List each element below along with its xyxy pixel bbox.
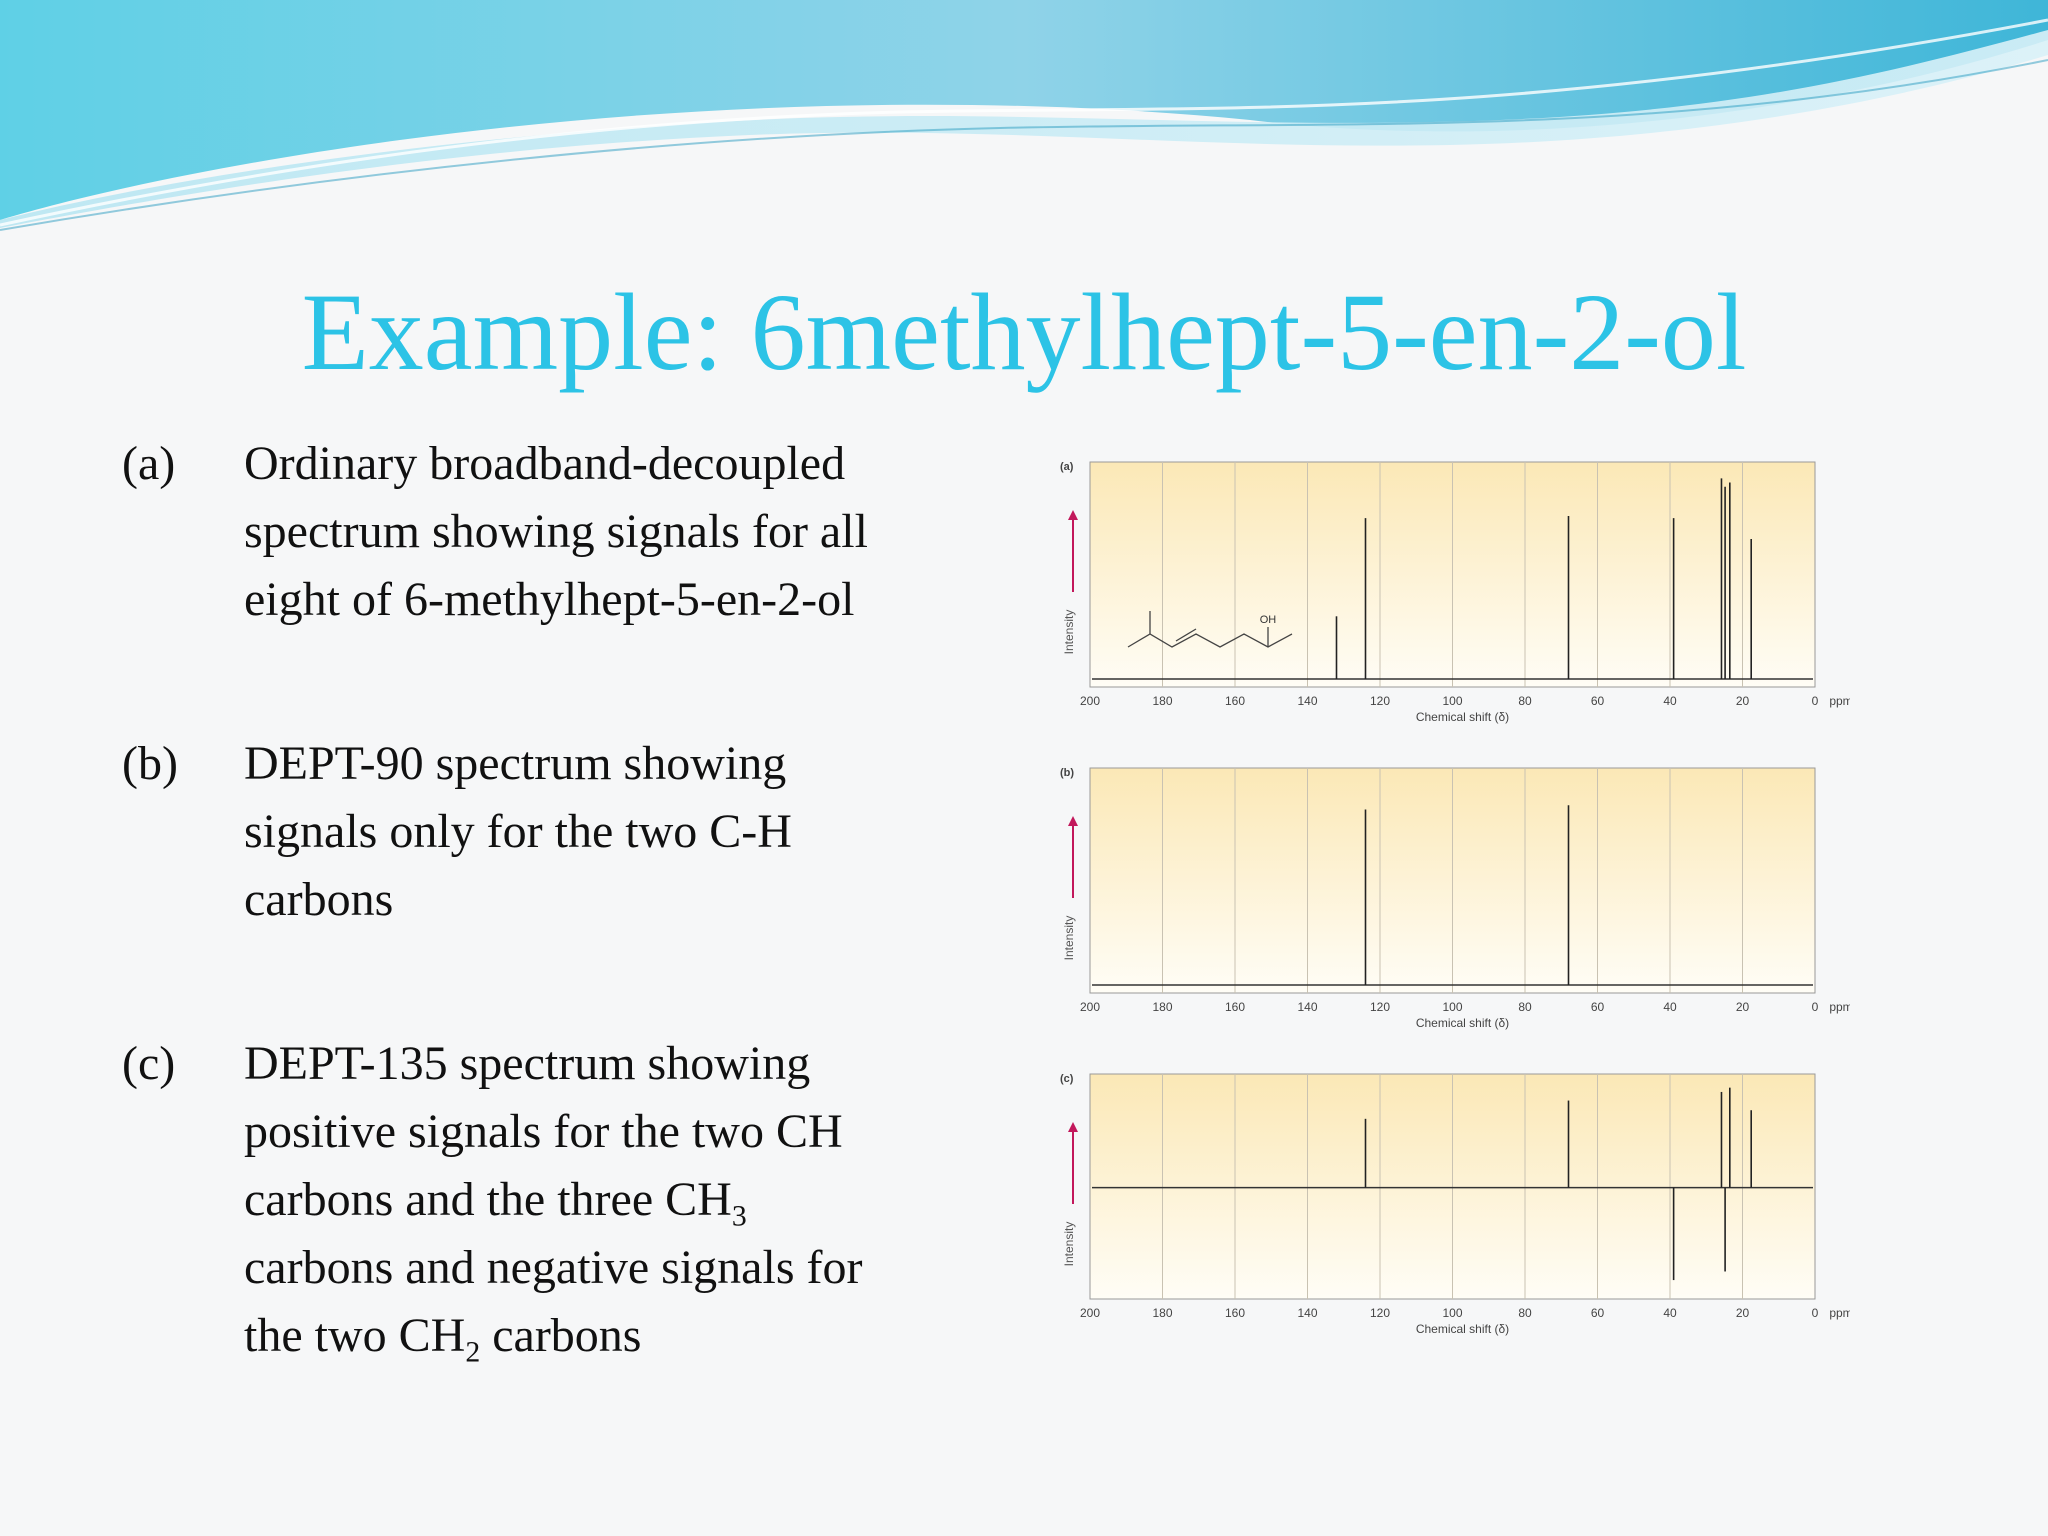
line-text: carbons xyxy=(480,1309,642,1362)
x-tick-label: 40 xyxy=(1663,1306,1677,1320)
header-wave-decoration xyxy=(0,0,2048,231)
x-axis-label: Chemical shift (δ) xyxy=(1416,710,1509,724)
x-tick-label: 140 xyxy=(1297,694,1317,708)
x-tick-label: 160 xyxy=(1225,694,1245,708)
item-line: carbons and negative signals for xyxy=(244,1241,863,1294)
x-tick-label: 80 xyxy=(1518,694,1532,708)
item-line: Ordinary broadband-decoupled xyxy=(244,437,846,490)
x-tick-label: 180 xyxy=(1152,1000,1172,1014)
item-label: (a) xyxy=(122,437,176,490)
x-tick-label: 20 xyxy=(1736,1000,1750,1014)
item-line: spectrum showing signals for all xyxy=(244,505,868,558)
item-text: Ordinary broadband-decoupled spectrum sh… xyxy=(244,430,1044,634)
line-text: the two CH xyxy=(244,1309,466,1362)
x-tick-label: 120 xyxy=(1370,1306,1390,1320)
item-text: DEPT-135 spectrum showing positive signa… xyxy=(244,1030,1044,1370)
panel-label: (a) xyxy=(1060,461,1074,473)
intensity-arrowhead xyxy=(1068,1122,1078,1132)
x-unit-label: ppm xyxy=(1829,694,1850,708)
x-tick-label: 100 xyxy=(1442,1000,1462,1014)
x-tick-label: 200 xyxy=(1080,1306,1100,1320)
slide-title: Example: 6methylhept-5-en-2-ol xyxy=(301,271,1747,393)
y-axis-label: Intensity xyxy=(1062,610,1076,655)
y-axis-label: Intensity xyxy=(1062,916,1076,961)
x-unit-label: ppm xyxy=(1829,1000,1850,1014)
molecule-double-bond xyxy=(1175,628,1197,642)
x-tick-label: 0 xyxy=(1812,1306,1819,1320)
x-tick-label: 20 xyxy=(1736,1306,1750,1320)
x-tick-label: 0 xyxy=(1812,694,1819,708)
x-tick-label: 160 xyxy=(1225,1306,1245,1320)
x-axis-label: Chemical shift (δ) xyxy=(1416,1322,1509,1336)
subscript: 2 xyxy=(465,1335,481,1369)
intensity-arrowhead xyxy=(1068,816,1078,826)
x-tick-label: 140 xyxy=(1297,1306,1317,1320)
x-tick-label: 200 xyxy=(1080,694,1100,708)
item-line: the two CH2 carbons xyxy=(244,1302,1044,1370)
item-label: (b) xyxy=(122,737,178,790)
panel-label: (c) xyxy=(1060,1073,1074,1085)
x-tick-label: 100 xyxy=(1442,1306,1462,1320)
x-tick-label: 20 xyxy=(1736,694,1750,708)
item-label: (c) xyxy=(122,1037,176,1090)
x-tick-label: 120 xyxy=(1370,694,1390,708)
x-tick-label: 60 xyxy=(1591,1000,1605,1014)
x-tick-label: 40 xyxy=(1663,1000,1677,1014)
x-tick-label: 100 xyxy=(1442,694,1462,708)
x-axis-label: Chemical shift (δ) xyxy=(1416,1016,1509,1030)
x-tick-label: 80 xyxy=(1518,1000,1532,1014)
x-tick-label: 40 xyxy=(1663,694,1677,708)
intensity-arrowhead xyxy=(1068,510,1078,520)
x-unit-label: ppm xyxy=(1829,1306,1850,1320)
item-line: DEPT-135 spectrum showing xyxy=(244,1037,811,1090)
x-tick-label: 80 xyxy=(1518,1306,1532,1320)
molecule-oh-label: OH xyxy=(1260,614,1277,626)
x-tick-label: 120 xyxy=(1370,1000,1390,1014)
panel-label: (b) xyxy=(1060,767,1074,779)
x-tick-label: 180 xyxy=(1152,1306,1172,1320)
x-tick-label: 60 xyxy=(1591,694,1605,708)
item-text: DEPT-90 spectrum showing signals only fo… xyxy=(244,730,1044,934)
subscript: 3 xyxy=(731,1199,747,1233)
x-tick-label: 160 xyxy=(1225,1000,1245,1014)
molecule-skeleton xyxy=(1127,633,1293,648)
item-line: DEPT-90 spectrum showing xyxy=(244,737,787,790)
item-line: signals only for the two C-H xyxy=(244,805,792,858)
item-line: carbons and the three CH3 xyxy=(244,1166,1044,1234)
x-tick-label: 60 xyxy=(1591,1306,1605,1320)
x-tick-label: 180 xyxy=(1152,694,1172,708)
item-line: positive signals for the two CH xyxy=(244,1105,843,1158)
item-line: eight of 6-methylhept-5-en-2-ol xyxy=(244,573,855,626)
y-axis-label: Intensity xyxy=(1062,1222,1076,1267)
x-tick-label: 200 xyxy=(1080,1000,1100,1014)
x-tick-label: 0 xyxy=(1812,1000,1819,1014)
item-line: carbons xyxy=(244,873,394,926)
line-text: carbons and the three CH xyxy=(244,1173,732,1226)
x-tick-label: 140 xyxy=(1297,1000,1317,1014)
